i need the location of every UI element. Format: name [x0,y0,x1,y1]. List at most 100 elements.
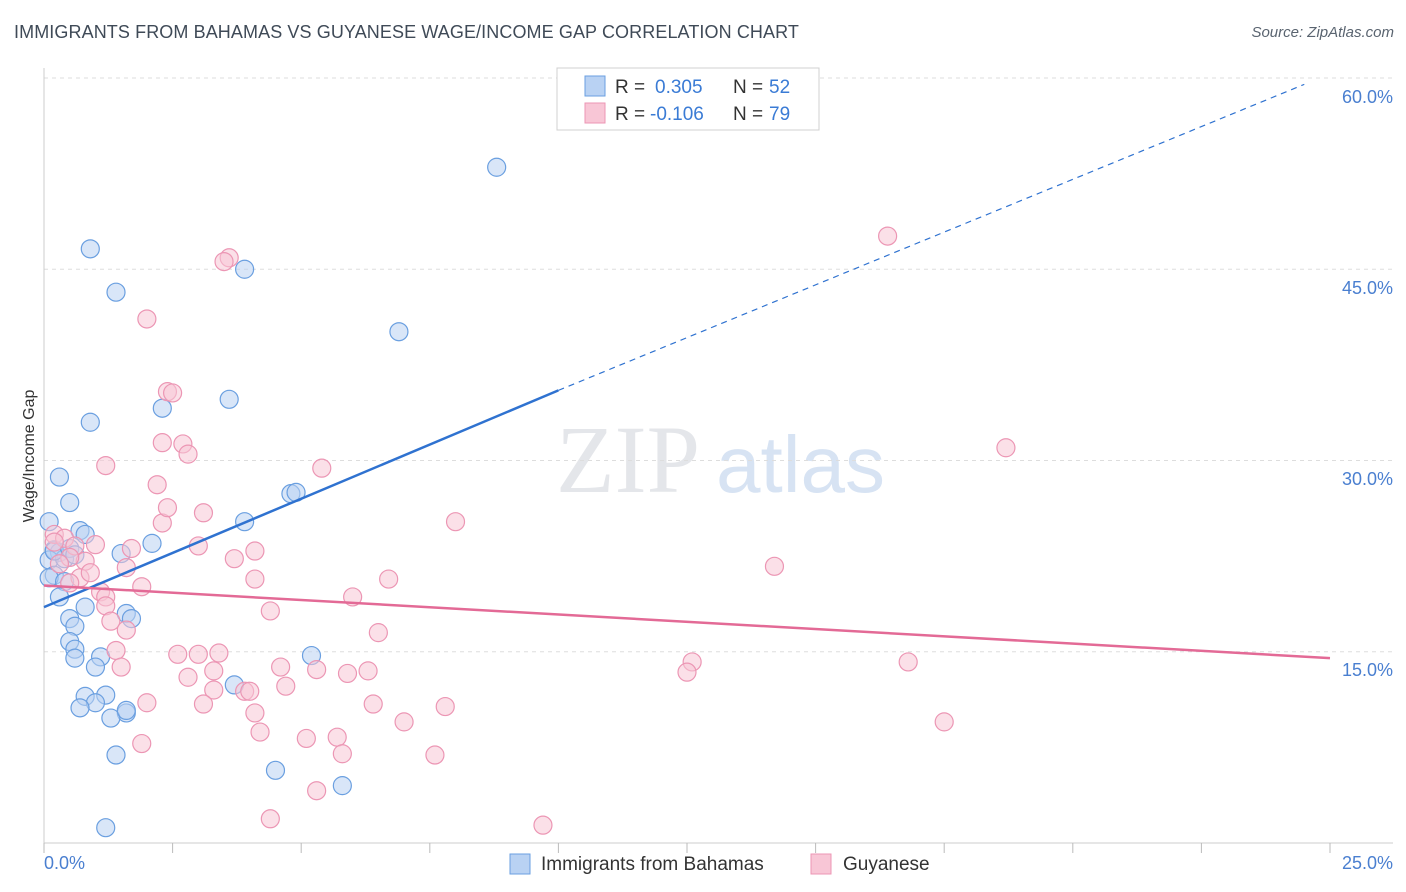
guyanese-point [332,744,352,764]
guyanese-point [312,458,332,478]
guyanese-point [132,733,152,754]
bottom-legend-label-blue: Immigrants from Bahamas [541,854,764,875]
guyanese-point [121,538,142,559]
watermark-atlas: atlas [716,420,885,509]
guyanese-point [996,438,1016,458]
bahamas-point [80,239,100,259]
bottom-legend: Immigrants from Bahamas Guyanese [509,853,930,875]
bottom-legend-swatch-pink [810,853,832,875]
guyanese-point [260,809,280,829]
guyanese-point [764,556,785,576]
data-points [39,157,1016,838]
guyanese-point [358,661,378,681]
bahamas-point [65,648,85,668]
guyanese-point [276,676,296,696]
legend-r-label-blue: R = [615,77,645,98]
guyanese-point [209,643,229,663]
guyanese-point [96,456,116,476]
guyanese-point [296,728,316,749]
legend-swatch-pink [584,102,606,124]
legend: R = 0.305 N = 52 R = -0.106 N = 79 [556,67,820,131]
guyanese-point [260,601,280,621]
guyanese-point [204,661,224,681]
bahamas-point [235,259,255,279]
guyanese-point [188,644,208,664]
bahamas-trend-extension [558,83,1305,391]
guyanese-point [250,722,270,742]
guyanese-point [425,745,445,765]
guyanese-point [307,781,327,801]
bahamas-point [49,467,70,487]
guyanese-point [533,815,553,835]
bahamas-point [70,698,90,718]
guyanese-point [435,696,455,717]
guyanese-point [379,569,399,589]
guyanese-point [245,703,265,723]
guyanese-point [898,652,918,672]
bahamas-point [60,492,80,513]
guyanese-point [116,620,136,640]
legend-swatch-blue [584,75,606,97]
guyanese-point [49,554,70,574]
bottom-legend-label-pink: Guyanese [843,854,930,875]
legend-r-label-pink: R = [615,104,645,125]
guyanese-point [85,535,106,555]
legend-r-value-pink: -0.106 [650,104,704,125]
grid [44,77,1393,653]
guyanese-point [193,694,214,714]
guyanese-point [137,309,157,329]
guyanese-point [152,433,172,453]
y-tick-label-60: 60.0% [1342,87,1393,107]
guyanese-point [168,644,188,664]
guyanese-point [204,680,224,700]
legend-n-label-pink: N = [733,104,763,125]
guyanese-point [132,577,152,597]
bahamas-point [332,776,352,796]
axes [43,68,1393,853]
source-label: Source: ZipAtlas.com [1251,24,1394,41]
legend-r-value-blue: 0.305 [655,77,703,98]
guyanese-point [327,727,347,747]
y-tick-label-45: 45.0% [1342,278,1393,298]
guyanese-point [178,444,198,464]
bahamas-point [152,398,172,418]
guyanese-point [394,712,414,732]
guyanese-point [178,667,198,687]
guyanese-point [44,532,64,552]
bahamas-point [389,322,409,342]
guyanese-point [137,693,157,713]
bahamas-point [80,412,100,432]
bahamas-point [85,657,106,677]
bahamas-point [106,282,126,302]
guyanese-point [445,512,466,532]
x-tick-label-max: 25.0% [1342,853,1393,873]
guyanese-point [363,694,383,714]
bahamas-trend-line [43,389,559,609]
guyanese-point [878,226,898,246]
bahamas-point [116,700,136,721]
guyanese-point [157,498,178,518]
bahamas-point [487,157,507,177]
bahamas-point [75,597,95,617]
guyanese-point [337,663,358,684]
guyanese-point [224,549,244,569]
guyanese-point [307,659,327,680]
bottom-legend-swatch-blue [509,853,531,875]
legend-n-value-blue: 52 [769,77,790,98]
y-tick-label-30: 30.0% [1342,469,1393,489]
guyanese-point [163,383,183,403]
y-axis-label: Wage/Income Gap [21,390,38,523]
guyanese-point [193,503,214,523]
y-tick-label-15: 15.0% [1342,660,1393,680]
guyanese-point [368,623,388,643]
guyanese-point [245,541,265,561]
guyanese-point [60,573,80,593]
guyanese-point [934,712,954,732]
bahamas-point [101,708,121,728]
guyanese-point [240,681,260,701]
bahamas-point [142,533,162,553]
bahamas-point [106,745,126,765]
bahamas-point [96,818,116,838]
guyanese-point [245,569,265,589]
bahamas-point [265,760,286,780]
